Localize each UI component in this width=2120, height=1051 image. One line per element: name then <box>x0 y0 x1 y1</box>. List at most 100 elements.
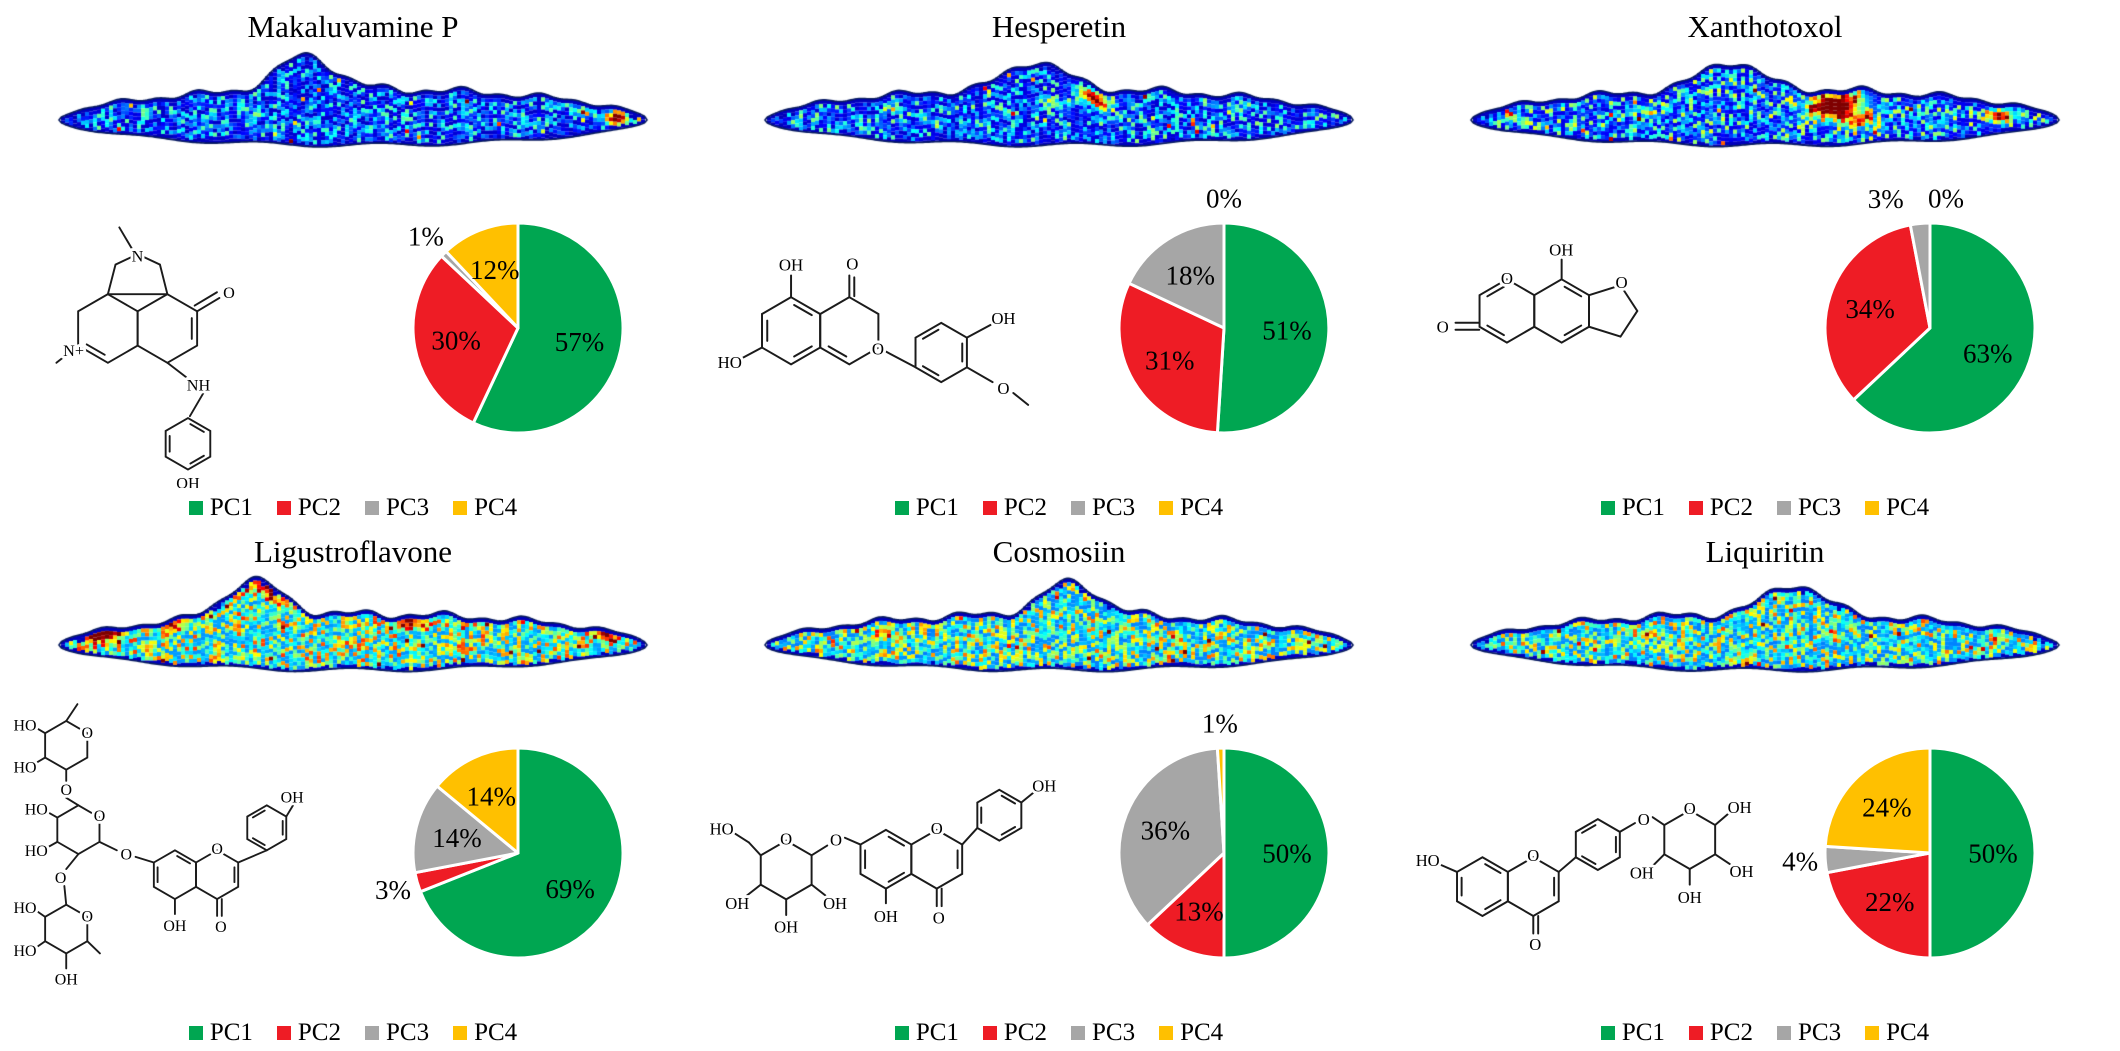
pie-slice-pc3 <box>1117 746 1226 927</box>
pie-slice-pc2 <box>411 254 520 425</box>
msi-heatmap <box>759 48 1359 166</box>
pie-slice-pc1 <box>1222 746 1331 960</box>
panel-title: Makaluvamine P <box>247 9 459 44</box>
chemical-structure: N O N+ NH OH <box>55 226 238 488</box>
legend-label: PC1 <box>1621 494 1665 521</box>
legend-swatch-pc4 <box>1865 501 1880 515</box>
legend-swatch-pc4 <box>1865 1026 1880 1040</box>
panel-body: O HO HO O O HO HO O O O HO HO OH O O OH OH 69% 3% 14% 14% <box>0 691 706 1013</box>
legend-swatch-pc1 <box>1600 1026 1615 1040</box>
legend-item-pc4: PC4 <box>1865 494 1929 522</box>
msi-heatmap <box>1465 48 2065 166</box>
panel-body: HO O OH OH OH O O O OH OH 50% 13% 36% 1% <box>706 691 1412 1013</box>
pie-slice-pc4 <box>1823 746 1932 855</box>
legend-label: PC2 <box>1709 1019 1753 1046</box>
pie-label-pc3: 4% <box>1782 847 1818 877</box>
atom-label: HO <box>13 900 36 917</box>
pie-label-pc1: 50% <box>1968 838 2018 868</box>
pie-slice-pc1 <box>1852 221 2037 435</box>
atom-label: O <box>1501 269 1513 288</box>
legend-swatch-pc2 <box>276 1026 291 1040</box>
atom-label: HO <box>710 820 734 839</box>
legend-swatch-pc2 <box>1688 501 1703 515</box>
legend-swatch-pc3 <box>1777 501 1791 515</box>
legend-label: PC3 <box>386 1019 430 1046</box>
panel-title: Xanthotoxol <box>1687 9 1843 44</box>
legend-label: PC4 <box>1886 1019 1930 1046</box>
legend-item-pc3: PC3 <box>1071 1019 1135 1047</box>
pie-label-pc2: 3% <box>375 875 411 905</box>
atom-label: OH <box>1630 864 1654 883</box>
chemical-structure: O O OH O <box>1434 238 1639 344</box>
pie-chart: 63% 34% 3% 0% <box>1823 183 2037 435</box>
legend-item-pc2: PC2 <box>1688 494 1753 522</box>
atom-label: HO <box>718 353 742 372</box>
pie-label-pc2: 30% <box>431 325 481 355</box>
legend-item-pc1: PC1 <box>894 1019 959 1047</box>
atom-label: O <box>997 379 1009 398</box>
legend-swatch-pc3 <box>1071 501 1085 515</box>
atom-label: OH <box>1549 241 1573 260</box>
atom-label: HO <box>13 759 36 776</box>
panel-title: Hesperetin <box>991 9 1127 44</box>
atom-label: OH <box>779 255 803 274</box>
panel-body: O O OH O 63% 34% 3% 0% <box>1412 166 2118 488</box>
legend-label: PC4 <box>1180 1019 1224 1046</box>
legend-label: PC3 <box>1092 1019 1136 1046</box>
pie-slice-pc4 <box>435 746 520 855</box>
legend-swatch-pc1 <box>894 1026 909 1040</box>
legend-label: PC1 <box>1621 1019 1665 1046</box>
legend-label: PC1 <box>915 494 959 521</box>
pie-label-pc2: 34% <box>1845 294 1895 324</box>
legend-label: PC1 <box>915 1019 959 1046</box>
atom-label: OH <box>823 894 847 913</box>
pie-label-pc1: 63% <box>1963 338 2013 368</box>
msi-heatmap <box>53 48 653 166</box>
atom-label: O <box>933 909 945 928</box>
pie-slice-pc3 <box>411 784 520 875</box>
legend-item-pc2: PC2 <box>276 1019 341 1047</box>
legend-label: PC4 <box>1180 494 1224 521</box>
legend-label: PC3 <box>386 494 430 521</box>
atom-label: HO <box>13 943 36 960</box>
atom-label: HO <box>1416 851 1440 870</box>
legend-item-pc1: PC1 <box>894 494 959 522</box>
legend-item-pc3: PC3 <box>365 494 429 522</box>
legend-item-pc1: PC1 <box>1600 494 1665 522</box>
pie-slice-pc3 <box>1908 221 1932 330</box>
atom-label: HO <box>25 843 48 860</box>
legend-swatch-pc1 <box>188 501 203 515</box>
atom-label: O <box>94 808 106 825</box>
pie-legend: PC1 PC2 PC3 PC4 <box>706 1019 1412 1047</box>
legend-swatch-pc4 <box>1159 1026 1174 1040</box>
legend-item-pc4: PC4 <box>1159 494 1223 522</box>
atom-label: OH <box>874 907 898 926</box>
atom-label: NH <box>187 376 211 394</box>
atom-label: OH <box>163 918 186 935</box>
atom-label: O <box>215 919 227 936</box>
atom-label: O <box>1527 846 1539 865</box>
pie-label-pc4: 12% <box>470 255 520 285</box>
pie-slice-pc1 <box>418 746 625 960</box>
legend-label: PC2 <box>1003 1019 1047 1046</box>
legend-label: PC3 <box>1798 494 1842 521</box>
pie-legend: PC1 PC2 PC3 PC4 <box>0 494 706 522</box>
pie-label-pc3: 36% <box>1141 815 1191 845</box>
pie-label-pc4: 14% <box>466 781 516 811</box>
panel-title: Ligustroflavone <box>253 534 452 569</box>
legend-item-pc3: PC3 <box>1777 494 1841 522</box>
pie-label-pc1: 51% <box>1262 315 1312 345</box>
atom-label: OH <box>1730 862 1754 881</box>
panel-body: OH O HO O OH O 51% 31% 18% 0% <box>706 166 1412 488</box>
legend-item-pc1: PC1 <box>188 1019 253 1047</box>
panel-cosmosiin: Cosmosiin HO O OH OH OH O O O OH OH 50% 13% 36% 1% P… <box>706 525 1412 1051</box>
legend-swatch-pc1 <box>188 1026 203 1040</box>
atom-label: O <box>846 254 858 273</box>
legend-label: PC2 <box>1709 494 1753 521</box>
pie-slice-pc3 <box>1127 221 1226 330</box>
legend-swatch-pc3 <box>365 501 379 515</box>
pie-label-pc3: 14% <box>432 823 482 853</box>
